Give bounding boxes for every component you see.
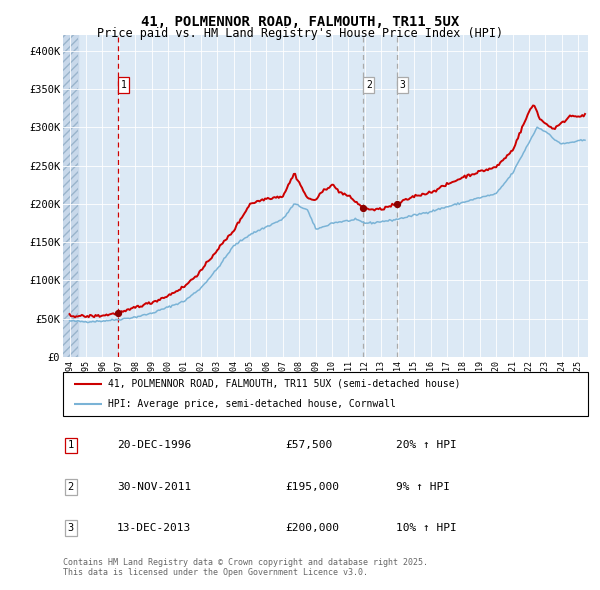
Text: 10% ↑ HPI: 10% ↑ HPI xyxy=(396,523,457,533)
Text: £200,000: £200,000 xyxy=(285,523,339,533)
Text: 3: 3 xyxy=(400,80,405,90)
Bar xyxy=(63,35,78,357)
Point xyxy=(359,203,368,212)
Text: 9% ↑ HPI: 9% ↑ HPI xyxy=(396,482,450,491)
Text: 2: 2 xyxy=(68,482,74,491)
Text: Contains HM Land Registry data © Crown copyright and database right 2025.
This d: Contains HM Land Registry data © Crown c… xyxy=(63,558,428,577)
Text: Price paid vs. HM Land Registry's House Price Index (HPI): Price paid vs. HM Land Registry's House … xyxy=(97,27,503,40)
Text: 41, POLMENNOR ROAD, FALMOUTH, TR11 5UX (semi-detached house): 41, POLMENNOR ROAD, FALMOUTH, TR11 5UX (… xyxy=(107,379,460,389)
Bar xyxy=(63,35,78,357)
Text: £57,500: £57,500 xyxy=(285,441,332,450)
Text: 20% ↑ HPI: 20% ↑ HPI xyxy=(396,441,457,450)
Text: 30-NOV-2011: 30-NOV-2011 xyxy=(117,482,191,491)
Point xyxy=(392,199,401,208)
Text: £195,000: £195,000 xyxy=(285,482,339,491)
Text: HPI: Average price, semi-detached house, Cornwall: HPI: Average price, semi-detached house,… xyxy=(107,399,395,409)
Text: 1: 1 xyxy=(121,80,127,90)
Text: 3: 3 xyxy=(68,523,74,533)
Point xyxy=(113,308,123,317)
Text: 13-DEC-2013: 13-DEC-2013 xyxy=(117,523,191,533)
Text: 20-DEC-1996: 20-DEC-1996 xyxy=(117,441,191,450)
Text: 1: 1 xyxy=(68,441,74,450)
Text: 41, POLMENNOR ROAD, FALMOUTH, TR11 5UX: 41, POLMENNOR ROAD, FALMOUTH, TR11 5UX xyxy=(141,15,459,29)
Text: 2: 2 xyxy=(366,80,372,90)
